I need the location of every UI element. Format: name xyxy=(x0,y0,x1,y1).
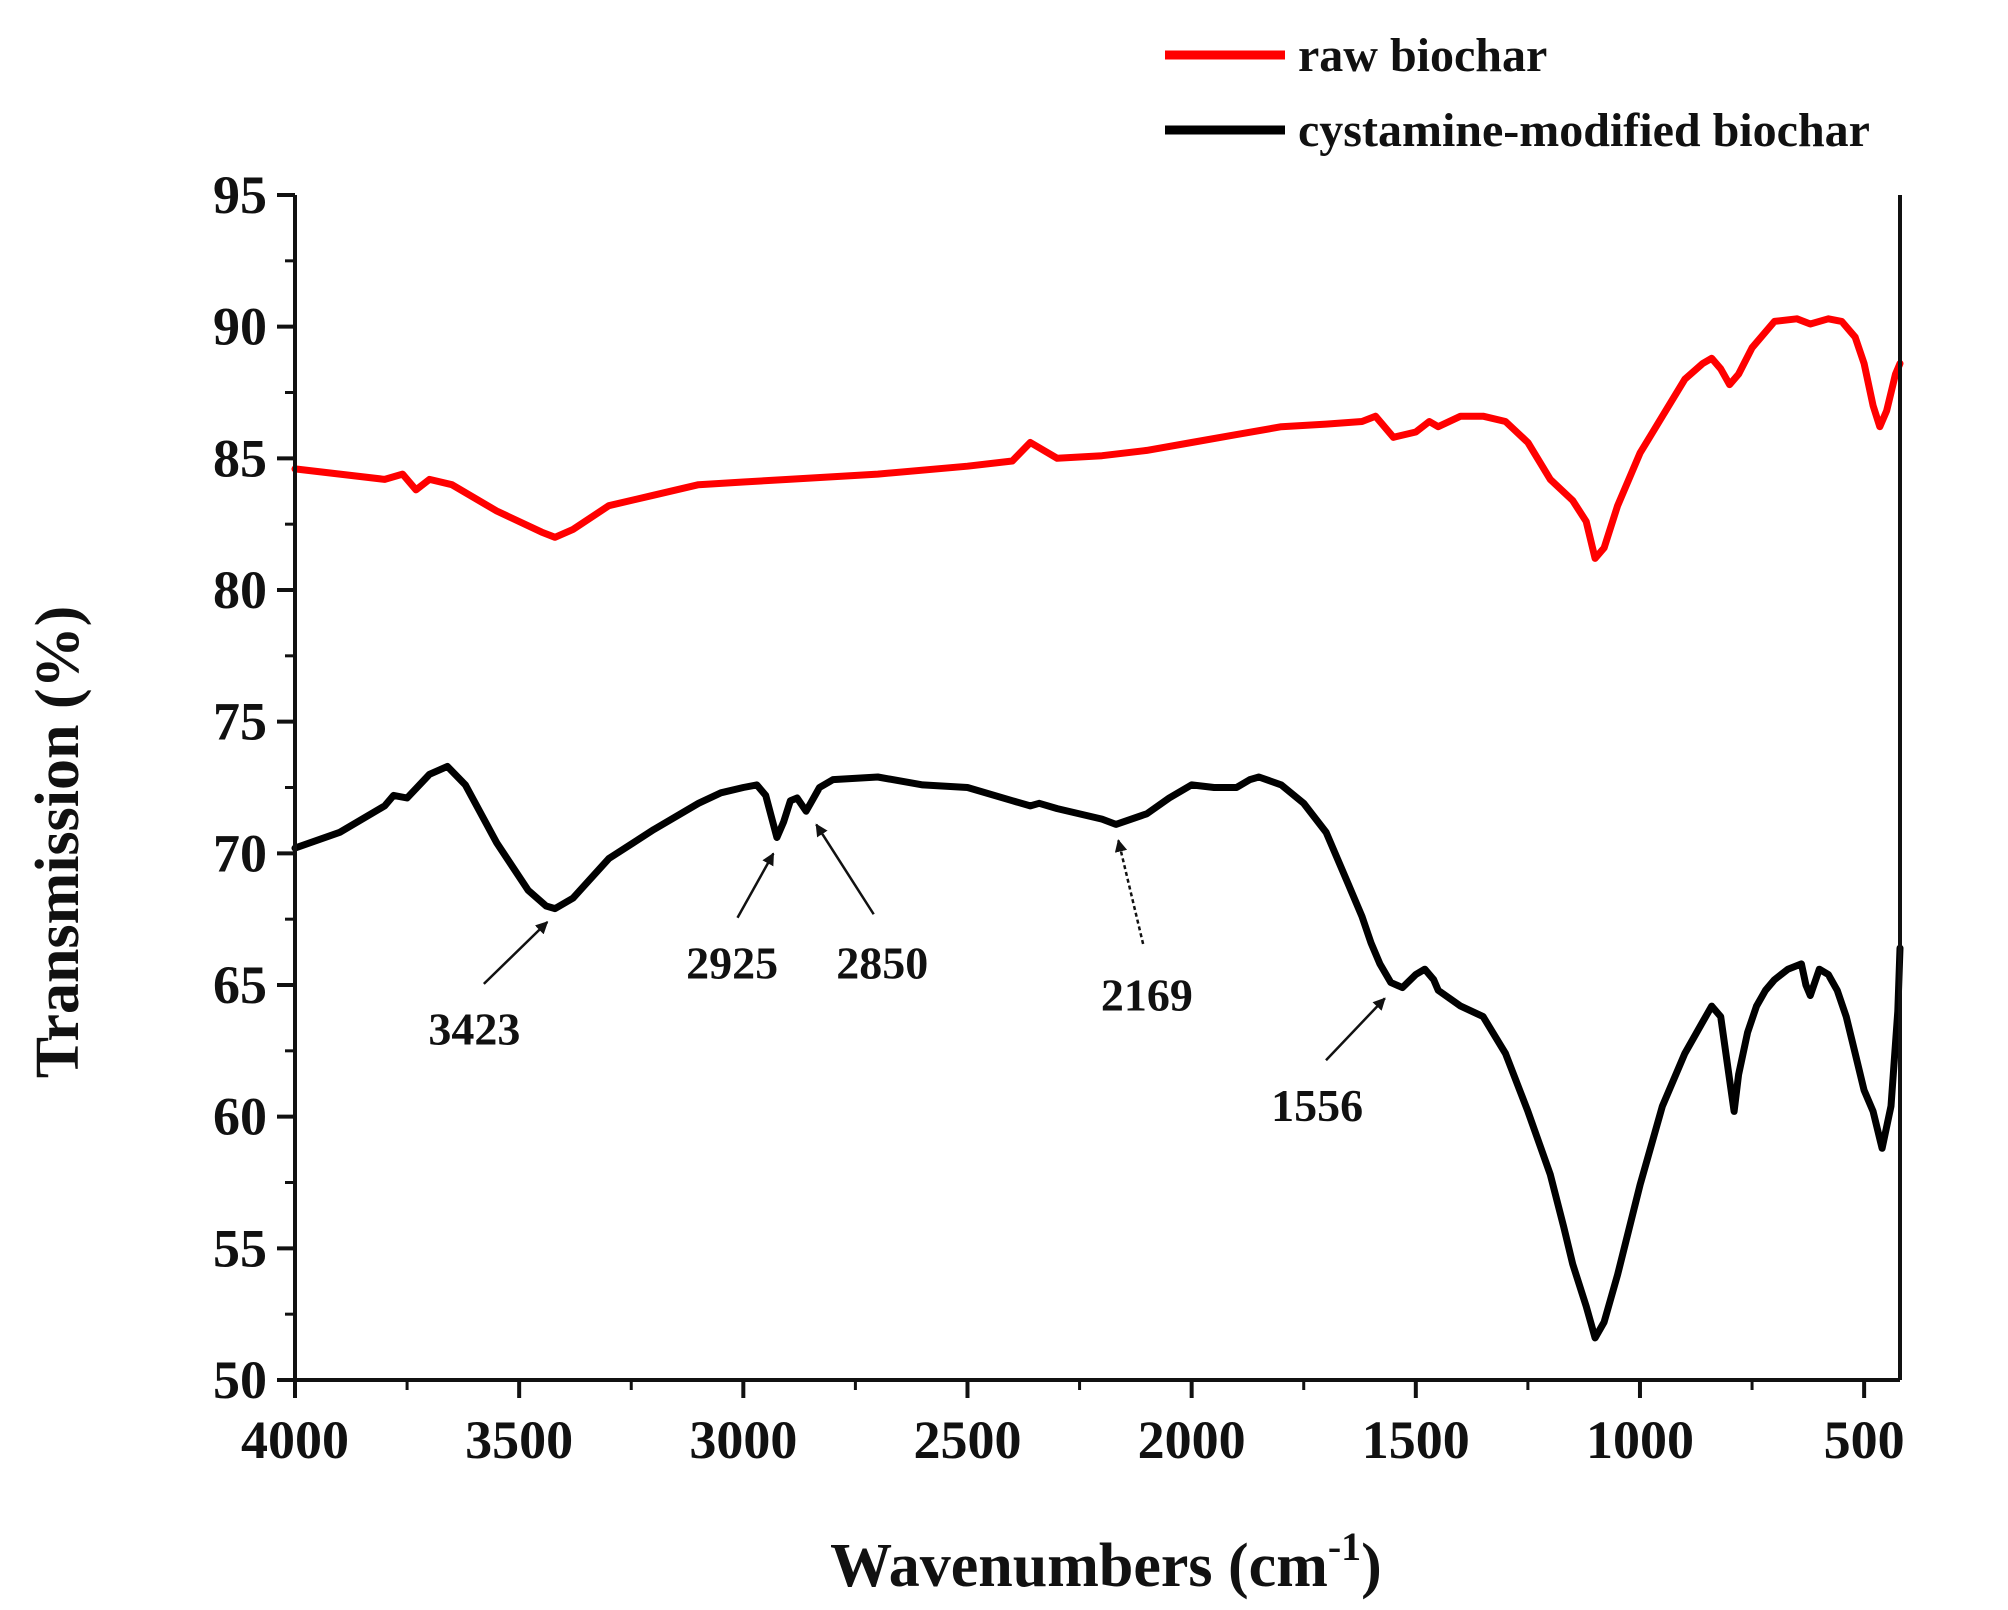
annotation-label-2850: 2850 xyxy=(836,938,928,989)
annotation-arrow-1556 xyxy=(1325,997,1386,1062)
y-axis-label: Transmission (%) xyxy=(24,606,92,1079)
annotation-label-2169: 2169 xyxy=(1101,969,1193,1020)
annotation-label-3423: 3423 xyxy=(428,1004,520,1055)
axes: 50 55 60 65 70 75 80 85 90 95 4000 3500 3000 2500 2000… xyxy=(213,165,1905,1470)
y-tick-label: 95 xyxy=(213,165,267,225)
series-layer xyxy=(291,315,1904,1342)
y-tick-label: 80 xyxy=(213,560,267,620)
x-tick-label: 2000 xyxy=(1138,1410,1246,1470)
y-tick-label: 90 xyxy=(213,297,267,357)
y-tick-label: 85 xyxy=(213,428,267,488)
x-tick-label: 1000 xyxy=(1586,1410,1694,1470)
x-axis-label: Wavenumbers (cm-1) xyxy=(830,1524,1382,1600)
annotation-layer: 3423 2925 2850 2169 1556 xyxy=(428,823,1386,1131)
x-tick-label: 500 xyxy=(1824,1410,1905,1470)
series-line-0 xyxy=(291,315,1904,562)
y-tick-label: 75 xyxy=(213,692,267,752)
annotation-label-1556: 1556 xyxy=(1271,1080,1363,1131)
y-tick-label: 65 xyxy=(213,955,267,1015)
x-tick-label: 2500 xyxy=(913,1410,1021,1470)
x-tick-label: 4000 xyxy=(241,1410,349,1470)
legend: raw biochar cystamine-modified biochar xyxy=(1165,29,1870,157)
annotation-arrow-2925 xyxy=(736,852,775,919)
y-tick-label: 55 xyxy=(213,1218,267,1278)
annotation-arrow-2850 xyxy=(815,823,875,915)
legend-label-0: raw biochar xyxy=(1298,29,1547,82)
annotation-arrow-3423 xyxy=(482,921,549,985)
legend-label-1: cystamine-modified biochar xyxy=(1298,104,1870,157)
x-tick-label: 3000 xyxy=(689,1410,797,1470)
x-tick-label: 1500 xyxy=(1362,1410,1470,1470)
annotation-arrow-2169 xyxy=(1114,839,1145,945)
annotation-label-2925: 2925 xyxy=(686,938,778,989)
x-tick-label: 3500 xyxy=(465,1410,573,1470)
y-tick-label: 60 xyxy=(213,1087,267,1147)
series-line-1 xyxy=(291,762,1904,1342)
y-tick-label: 50 xyxy=(213,1350,267,1410)
y-tick-label: 70 xyxy=(213,823,267,883)
